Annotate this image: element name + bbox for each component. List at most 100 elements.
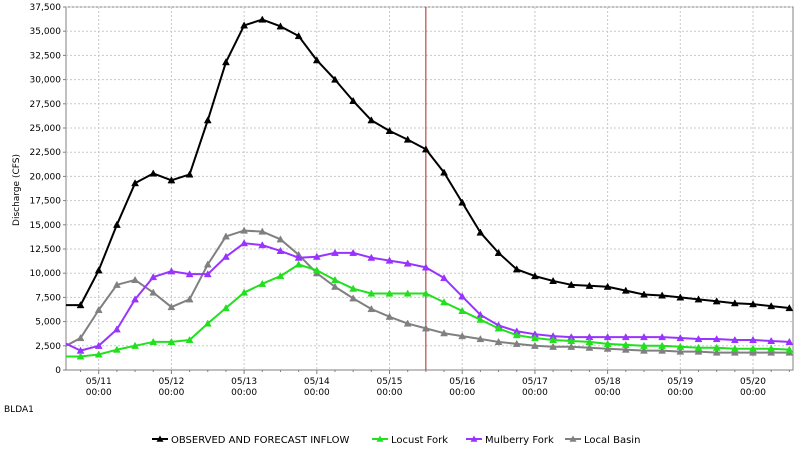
series-point	[385, 312, 394, 320]
series-point	[785, 304, 793, 312]
series-point	[240, 226, 249, 234]
series-point	[549, 276, 558, 284]
series-point	[676, 347, 685, 355]
series-point	[367, 116, 376, 124]
series-point	[694, 347, 703, 355]
series-point	[276, 22, 285, 30]
series-0	[66, 15, 793, 312]
series-point	[258, 15, 267, 23]
y-tick-label: 0	[55, 366, 61, 376]
series-point	[440, 298, 448, 306]
series-point	[203, 260, 212, 268]
y-tick-label: 30,000	[30, 76, 62, 86]
y-tick-label: 5,000	[35, 318, 61, 328]
y-tick-label: 20,000	[30, 172, 62, 182]
series-point	[149, 169, 158, 177]
series-point	[240, 288, 249, 296]
series-point	[712, 335, 721, 343]
series-point	[640, 346, 648, 354]
grid-layer	[65, 6, 794, 371]
series-point	[421, 263, 430, 271]
plot-area	[65, 6, 794, 371]
series-point	[658, 291, 667, 299]
series-point	[658, 333, 667, 341]
series-point	[767, 336, 776, 345]
y-tick-label: 25,000	[30, 124, 62, 134]
series-point	[112, 325, 121, 333]
y-tick-label: 7,500	[35, 293, 61, 303]
series-point	[367, 305, 376, 313]
y-tick-label: 27,500	[30, 100, 62, 110]
series-point	[694, 295, 703, 303]
series-point	[312, 56, 321, 64]
series-point	[76, 301, 85, 309]
series-point	[312, 252, 321, 260]
series-point	[149, 288, 158, 296]
series-point	[640, 341, 648, 349]
series-point	[66, 358, 67, 360]
series-point	[258, 241, 267, 249]
series-point	[349, 96, 358, 104]
series-point	[349, 248, 358, 256]
x-tick-label-time: 00:00	[231, 388, 257, 398]
series-point	[367, 253, 376, 261]
series-point	[76, 334, 85, 342]
legend: OBSERVED AND FORECAST INFLOW Locust Fork M…	[152, 435, 640, 446]
series-point	[603, 339, 612, 347]
series-point	[494, 248, 503, 256]
x-tick-label-date: 05/17	[522, 377, 548, 387]
y-tick-label: 15,000	[30, 221, 62, 231]
series-point	[712, 297, 721, 305]
series-point	[112, 345, 121, 353]
series-point	[131, 179, 139, 187]
series-point	[331, 75, 339, 83]
y-tick-label: 37,500	[30, 3, 62, 13]
series-point	[712, 343, 721, 351]
series-point	[276, 246, 285, 254]
series-point	[203, 319, 212, 327]
series-point	[331, 282, 339, 290]
series-point	[749, 348, 757, 356]
x-tick-label-date: 05/11	[86, 377, 112, 387]
series-point	[512, 265, 521, 273]
series-point	[694, 335, 703, 343]
series-point	[749, 300, 757, 308]
series-point	[421, 289, 430, 297]
series-3	[66, 226, 793, 356]
x-tick-label-time: 00:00	[86, 388, 112, 398]
series-point	[730, 335, 739, 344]
x-tick-label-date: 05/20	[740, 377, 766, 387]
series-point	[185, 295, 194, 303]
y-tick-label: 12,500	[30, 245, 62, 255]
series-point	[476, 335, 485, 343]
series-point	[785, 337, 793, 345]
series-point	[112, 280, 121, 288]
series-point	[749, 335, 757, 344]
series-point	[767, 302, 776, 310]
legend-swatch-marker	[470, 435, 478, 442]
x-tick-label-time: 00:00	[667, 388, 693, 398]
series-point	[385, 289, 394, 297]
x-tick-label-time: 00:00	[377, 388, 403, 398]
series-point	[403, 289, 412, 297]
series-point	[349, 284, 358, 292]
series-point	[131, 341, 139, 349]
series-point	[203, 270, 212, 278]
x-tick-label-time: 00:00	[304, 388, 330, 398]
series-point	[785, 345, 793, 353]
series-point	[585, 337, 594, 345]
series-point	[676, 334, 685, 342]
series-point	[94, 350, 103, 358]
x-tick-label-date: 05/15	[377, 377, 403, 387]
series-point	[421, 145, 430, 153]
legend-label: Locust Fork	[391, 435, 448, 446]
series-point	[676, 293, 685, 301]
series-point	[621, 286, 630, 294]
series-point	[349, 294, 358, 302]
series-point	[276, 272, 285, 280]
series-point	[621, 345, 630, 353]
series-point	[603, 344, 612, 352]
series-point	[167, 303, 176, 311]
y-tick-label: 32,500	[30, 51, 62, 61]
